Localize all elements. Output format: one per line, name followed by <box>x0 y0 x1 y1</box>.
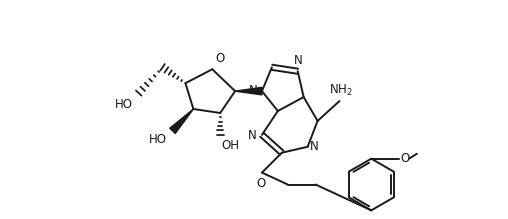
Text: HO: HO <box>115 98 133 111</box>
Text: N: N <box>310 140 319 153</box>
Text: N: N <box>249 84 258 97</box>
Text: O: O <box>215 52 225 65</box>
Polygon shape <box>235 87 262 95</box>
Text: HO: HO <box>148 133 167 146</box>
Text: O: O <box>400 152 409 165</box>
Text: N: N <box>294 54 303 67</box>
Text: O: O <box>257 177 266 190</box>
Text: OH: OH <box>221 139 239 152</box>
Text: NH$_2$: NH$_2$ <box>329 83 353 98</box>
Text: N: N <box>248 129 257 142</box>
Polygon shape <box>170 109 194 133</box>
